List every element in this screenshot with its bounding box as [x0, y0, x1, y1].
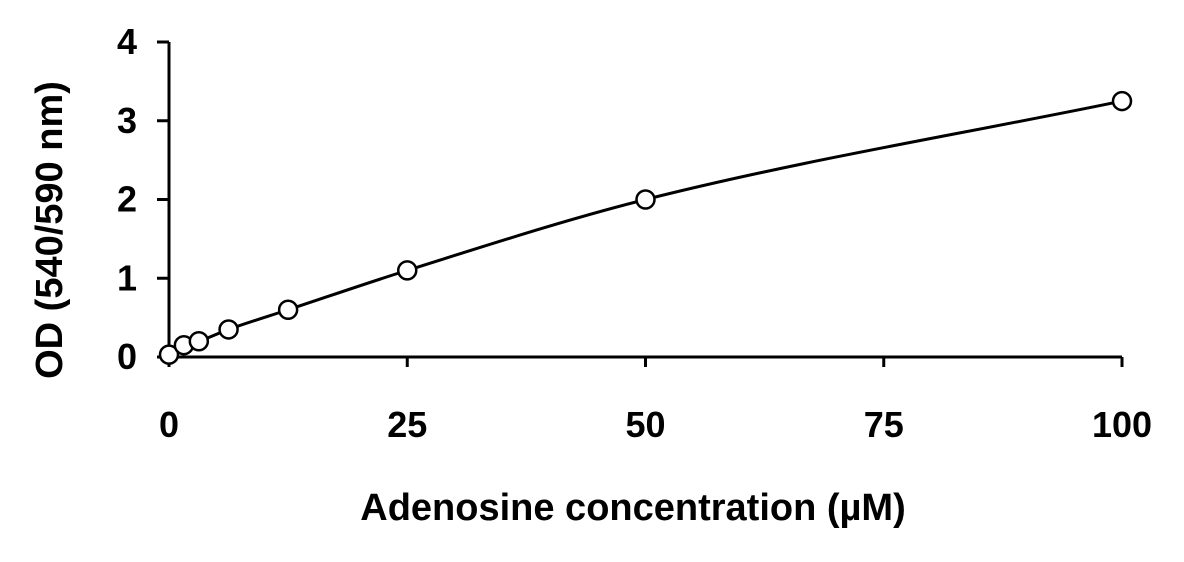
- data-point: [397, 260, 418, 281]
- x-tick-label: 75: [864, 404, 904, 445]
- y-axis-ticks: 0 1 2 3 4: [117, 21, 169, 377]
- y-tick-label: 1: [117, 257, 137, 298]
- x-axis-title: Adenosine concentration (µM): [360, 487, 905, 529]
- x-tick-label: 100: [1092, 404, 1152, 445]
- y-tick-label: 2: [117, 179, 137, 220]
- y-axis-title: OD (540/590 nm): [29, 81, 71, 379]
- data-points: [158, 90, 1133, 365]
- data-point: [158, 344, 180, 365]
- x-tick-label: 0: [159, 404, 179, 445]
- fit-curve: [168, 99, 1123, 356]
- y-tick-label: 0: [117, 336, 137, 377]
- x-tick-label: 25: [387, 404, 427, 445]
- data-point: [188, 331, 210, 352]
- y-tick-label: 3: [117, 100, 137, 141]
- y-tick-label: 4: [117, 21, 137, 62]
- x-tick-label: 50: [625, 404, 665, 445]
- data-point: [635, 189, 656, 210]
- data-point: [218, 319, 239, 340]
- axes: 0 25 50 75 100 0 1 2 3 4: [117, 21, 1152, 445]
- data-point: [277, 299, 299, 320]
- x-axis-ticks: 0 25 50 75 100: [159, 357, 1152, 445]
- data-point: [1111, 90, 1133, 112]
